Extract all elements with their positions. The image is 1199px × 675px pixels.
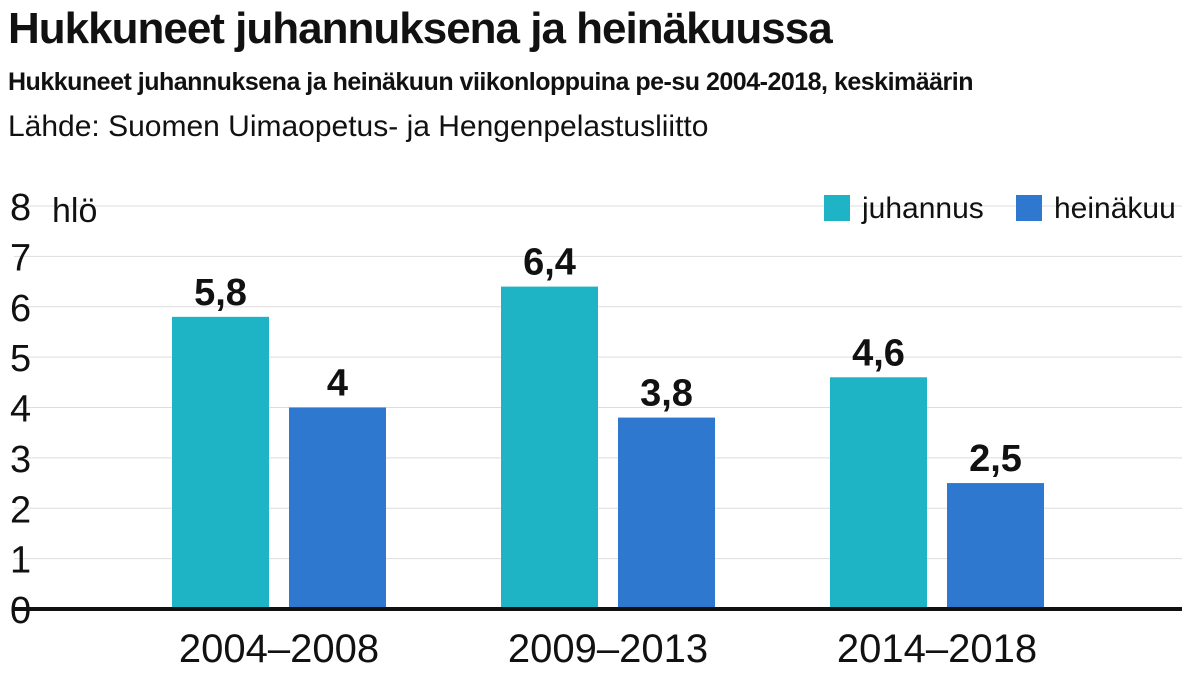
- y-tick-label: 4: [10, 389, 31, 431]
- bar-juhannus: [172, 316, 269, 609]
- x-axis-ticks: 2004–2008 2009–2013 2014–2018: [179, 627, 1037, 671]
- y-tick-label: 8: [10, 187, 31, 229]
- chart-title: Hukkuneet juhannuksena ja heinäkuussa: [8, 4, 833, 53]
- bar-juhannus: [830, 377, 927, 609]
- bar-value-label: 2,5: [969, 438, 1022, 480]
- bar-value-label: 4: [327, 363, 348, 405]
- bar-value-labels: 5,8 4 6,4 3,8 4,6 2,5: [194, 242, 1022, 480]
- bar-value-label: 4,6: [852, 332, 905, 374]
- x-tick-label: 2004–2008: [179, 627, 379, 671]
- y-tick-label: 2: [10, 489, 31, 531]
- legend-swatch-heinakuu: [1016, 195, 1042, 221]
- chart-source: Lähde: Suomen Uimaopetus- ja Hengenpelas…: [8, 110, 709, 143]
- y-tick-label: 7: [10, 237, 31, 279]
- y-tick-label: 1: [10, 540, 31, 582]
- legend-label: heinäkuu: [1054, 192, 1176, 225]
- bar-value-label: 3,8: [640, 373, 693, 415]
- legend-swatch-juhannus: [824, 195, 850, 221]
- legend: juhannus heinäkuu: [824, 192, 1176, 225]
- bars: [172, 286, 1044, 609]
- y-tick-label: 3: [10, 439, 31, 481]
- x-tick-label: 2014–2018: [837, 627, 1037, 671]
- y-axis-label: hlö: [52, 192, 97, 230]
- y-tick-label: 6: [10, 288, 31, 330]
- y-axis-ticks: 012345678: [10, 187, 31, 632]
- legend-label: juhannus: [861, 192, 984, 225]
- bar-heinakuu: [947, 483, 1044, 609]
- bar-juhannus: [501, 286, 598, 609]
- x-tick-label: 2009–2013: [508, 627, 708, 671]
- bar-value-label: 6,4: [523, 242, 576, 284]
- bar-heinakuu: [289, 407, 386, 609]
- bar-value-label: 5,8: [194, 272, 247, 314]
- y-tick-label: 5: [10, 338, 31, 380]
- chart-subtitle: Hukkuneet juhannuksena ja heinäkuun viik…: [8, 68, 974, 96]
- bar-heinakuu: [618, 417, 715, 609]
